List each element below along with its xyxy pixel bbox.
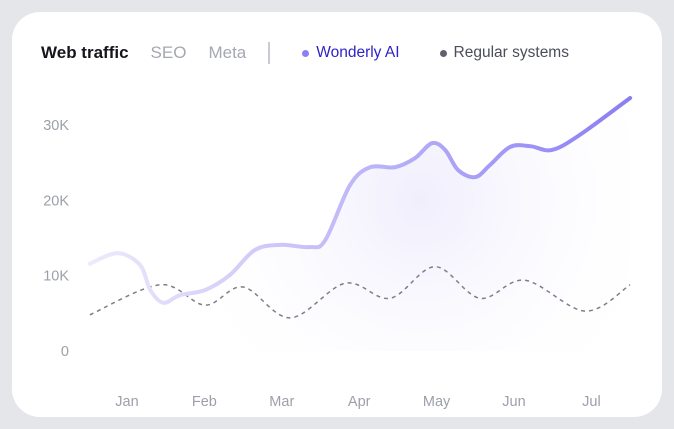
legend-dot-icon [439,49,447,57]
tab-meta[interactable]: Meta [208,43,247,62]
legend-label: Regular systems [453,44,569,61]
x-tick-label: Jun [502,394,525,410]
y-tick-label: 20K [43,193,69,209]
wonderly-area [89,97,631,351]
tab-seo[interactable]: SEO [150,43,187,62]
series-wonderly-ai-line [87,95,633,305]
y-tick-label: 0 [61,344,69,360]
y-tick-label: 30K [43,118,69,134]
x-tick-label: Jul [582,394,601,410]
x-tick-label: Apr [348,394,371,410]
tab-web-traffic[interactable]: Web traffic [41,43,129,62]
legend-dot-icon [302,49,310,57]
x-tick-label: May [423,394,451,410]
legend-wonderly-ai[interactable]: Wonderly AI [302,44,400,62]
x-tick-label: Jan [115,394,138,410]
x-tick-label: Feb [192,394,217,410]
x-tick-label: Mar [269,394,294,410]
legend-regular-systems[interactable]: Regular systems [439,44,569,62]
legend-label: Wonderly AI [316,44,400,61]
series-regular-systems-line [89,265,631,319]
divider [268,42,271,64]
header: Web traffic SEO Meta Wonderly AI Regular… [41,42,609,64]
y-tick-label: 10K [43,269,69,285]
